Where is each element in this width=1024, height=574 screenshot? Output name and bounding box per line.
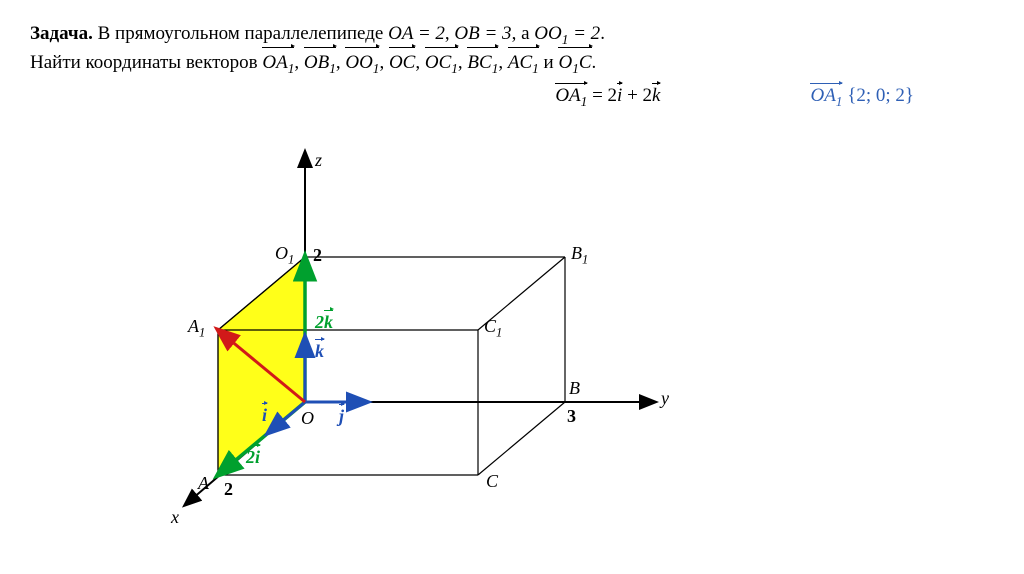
answer-expression: OA1 = 2i + 2k — [555, 85, 660, 107]
diagram-svg — [100, 117, 720, 537]
connector-a: , а — [512, 23, 535, 44]
diagram: zyxOABCO1A1B1C1232ijk2i2k — [100, 117, 720, 537]
problem-label: Задача. — [30, 23, 93, 44]
answer-coords: OA1 {2; 0; 2} — [810, 85, 914, 107]
problem-statement: Задача. В прямоугольном параллелепипеде … — [30, 20, 994, 77]
answers-row: OA1 = 2i + 2k OA1 {2; 0; 2} — [30, 85, 994, 107]
given-oo1: OO1 = 2 — [534, 23, 600, 44]
given-oa: OA = 2 — [388, 23, 445, 44]
given-ob: OB = 3 — [454, 23, 511, 44]
problem-body-1: В прямоугольном параллелепипеде — [98, 23, 388, 44]
problem-body-2: Найти координаты векторов — [30, 52, 262, 73]
vectors-to-find: OA1, OB1, OO1, OC, OC1, BC1, AC1 и O1C — [262, 52, 591, 73]
